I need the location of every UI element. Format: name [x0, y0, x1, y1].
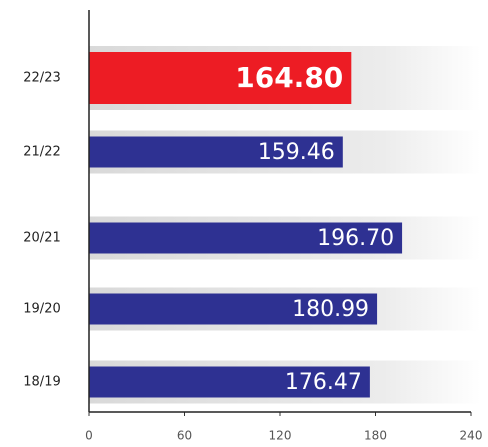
- y-tick-label: 22/23: [23, 71, 60, 86]
- x-tick-label: 120: [269, 429, 292, 443]
- value-label: 196.70: [317, 226, 394, 251]
- value-label: 164.80: [235, 61, 343, 94]
- x-tick-label: 240: [460, 429, 483, 443]
- y-tick-label: 19/20: [23, 302, 60, 317]
- value-label: 159.46: [258, 140, 335, 165]
- x-tick-label: 60: [177, 429, 192, 443]
- x-tick-label: 180: [364, 429, 387, 443]
- bar: [89, 293, 378, 325]
- bar: [89, 366, 370, 398]
- bar: [89, 52, 352, 104]
- value-label: 180.99: [292, 297, 369, 322]
- y-tick-label: 21/22: [23, 145, 60, 160]
- bar: [89, 222, 403, 254]
- x-tick-label: 0: [85, 429, 93, 443]
- y-tick-label: 20/21: [23, 231, 60, 246]
- bar: [89, 136, 343, 168]
- y-tick-label: 18/19: [23, 375, 60, 390]
- value-label: 176.47: [285, 370, 362, 395]
